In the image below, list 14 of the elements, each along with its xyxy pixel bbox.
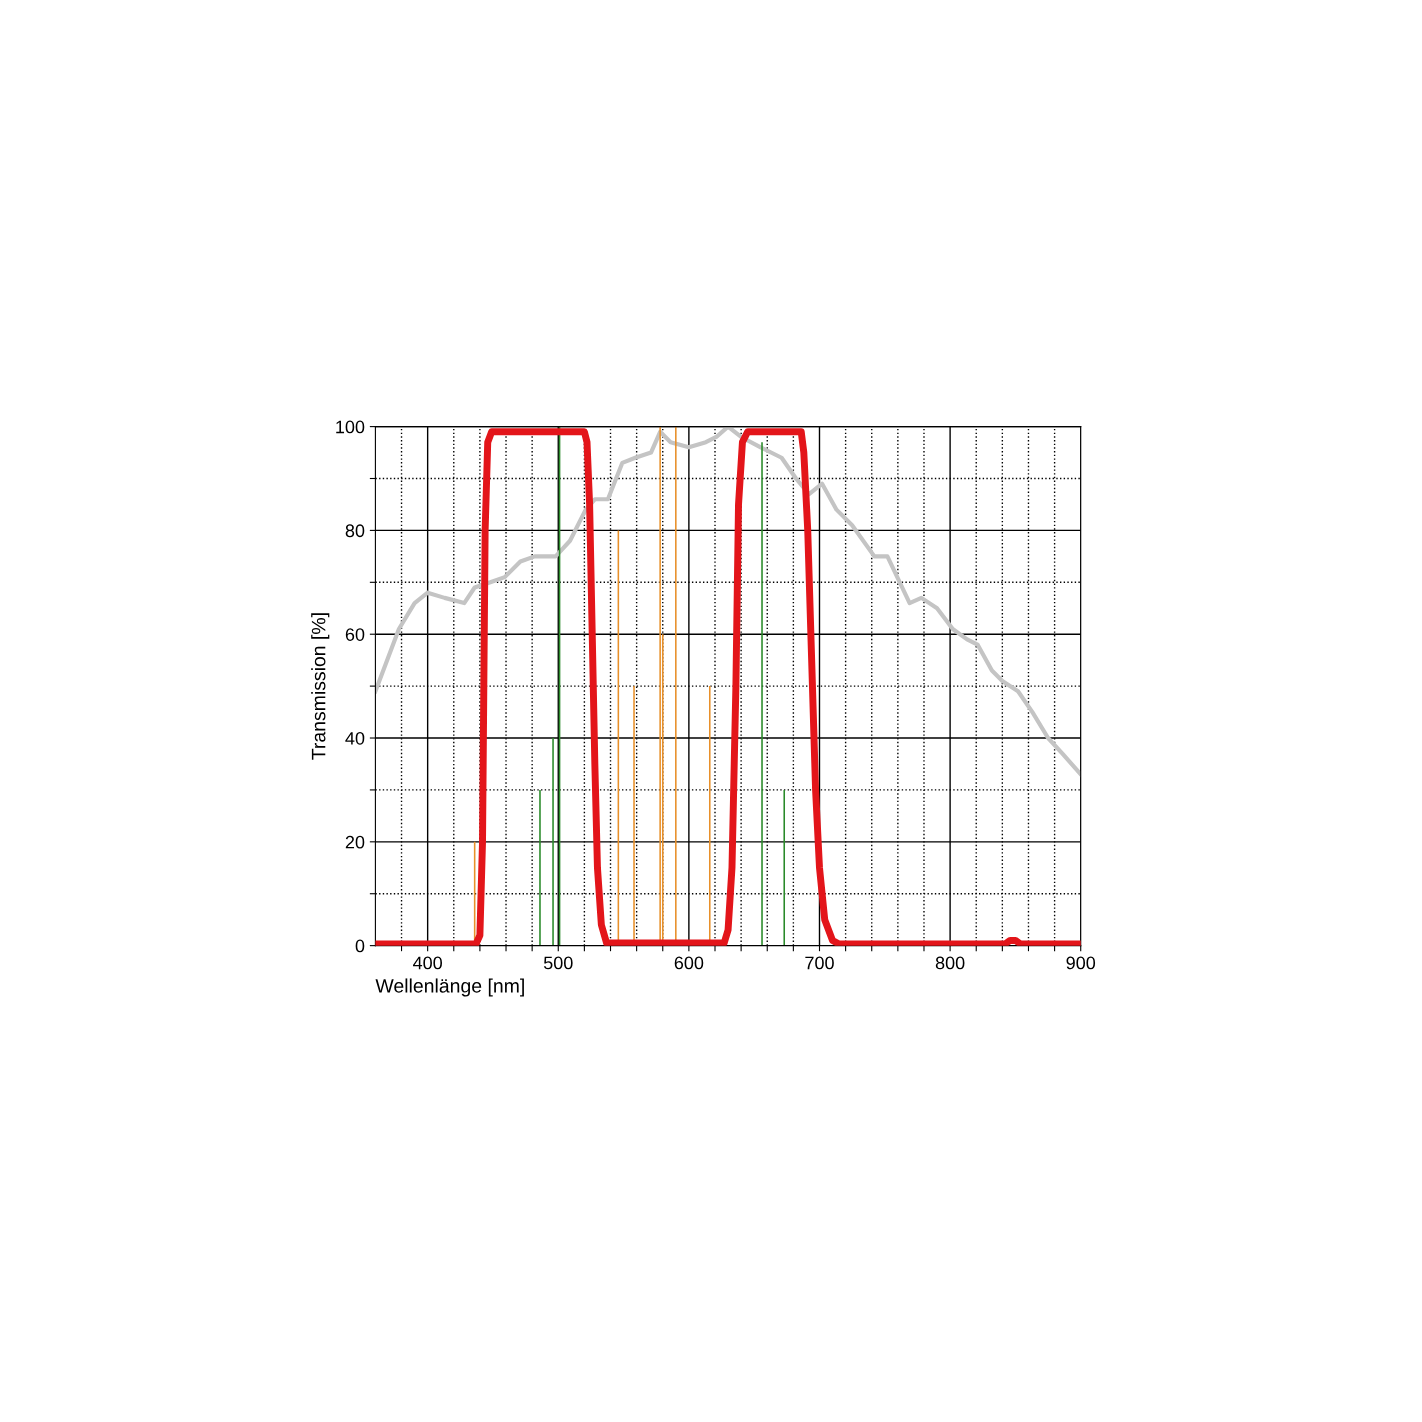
x-tick-label: 700 [805, 956, 834, 970]
x-axis-title: Wellenlänge [nm] [375, 978, 524, 997]
y-tick-label: 60 [345, 628, 365, 641]
x-tick-label: 600 [674, 956, 704, 970]
x-tick-label: 900 [1066, 956, 1096, 970]
y-axis-title: Transmission [%] [311, 613, 330, 760]
x-tick-label: 800 [935, 956, 965, 970]
x-tick-label: 400 [413, 956, 443, 970]
y-tick-label: 100 [336, 420, 365, 434]
y-tick-label: 0 [355, 939, 365, 953]
y-tick-label: 20 [345, 835, 365, 849]
x-tick-label: 500 [543, 956, 573, 970]
y-tick-label: 80 [345, 524, 365, 538]
y-tick-label: 40 [345, 731, 365, 745]
